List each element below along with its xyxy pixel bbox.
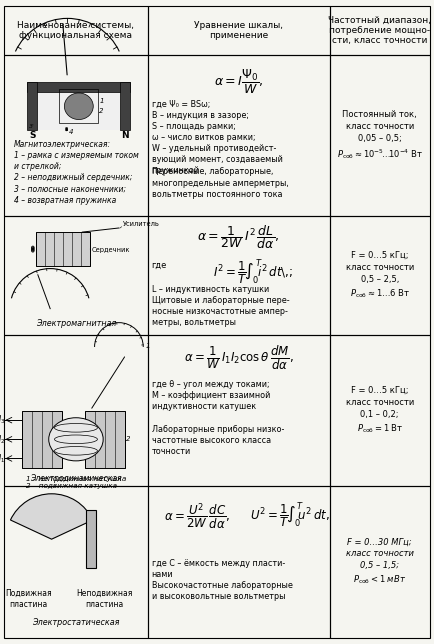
Bar (4, 335, 148, 486)
Text: Сердечник: Сердечник (91, 247, 130, 253)
Text: $\alpha = \dfrac{1}{W}\,I_1 I_2 \cos\theta\,\dfrac{dM}{d\alpha}$,: $\alpha = \dfrac{1}{W}\,I_1 I_2 \cos\the… (184, 344, 293, 372)
Bar (148, 335, 330, 486)
Text: Постоянный ток,
класс точности
0,05 – 0,5;
$P_{\mathrm{соб}} \approx 10^{-5}\!\l: Постоянный ток, класс точности 0,05 – 0,… (337, 110, 423, 160)
Text: Магнитоэлектрическая:
1 – рамка с измеряемым током
и стрелкой;
2 – неподвижный с: Магнитоэлектрическая: 1 – рамка с измеря… (13, 140, 138, 205)
Text: Наименование системы,
функциональная схема: Наименование системы, функциональная схе… (17, 21, 135, 41)
Text: Переносные, лабораторные,
многопредельные амперметры,
вольтметры постоянного ток: Переносные, лабораторные, многопредельны… (151, 167, 288, 198)
Bar (36, 232, 90, 266)
Bar (148, 216, 330, 335)
Text: где: где (151, 261, 167, 270)
Text: Неподвижная
пластина: Неподвижная пластина (76, 589, 133, 609)
Text: S: S (29, 131, 36, 140)
Text: 1 – неподвижная катушка
2 – подвижная катушка: 1 – неподвижная катушка 2 – подвижная ка… (26, 477, 126, 489)
Text: Усилитель: Усилитель (123, 221, 160, 227)
Text: $\alpha = \dfrac{U^2}{2W}\,\dfrac{dC}{d\alpha}$,: $\alpha = \dfrac{U^2}{2W}\,\dfrac{dC}{d\… (164, 501, 230, 532)
Text: 2: 2 (99, 108, 104, 115)
Bar (330, 486, 430, 638)
Bar (4, 486, 148, 638)
Text: $\alpha = \dfrac{1}{2W}\,I^2\,\dfrac{dL}{d\alpha}$,: $\alpha = \dfrac{1}{2W}\,I^2\,\dfrac{dL}… (197, 223, 280, 251)
Text: Электростатическая: Электростатическая (32, 618, 120, 627)
Text: 1: 1 (99, 98, 104, 104)
Bar (4, 6, 148, 55)
Text: 2: 2 (126, 436, 130, 442)
Bar (148, 55, 330, 216)
Text: $\alpha = I\dfrac{\Psi_0}{W}$,: $\alpha = I\dfrac{\Psi_0}{W}$, (214, 68, 263, 95)
Text: 4: 4 (69, 129, 73, 135)
Bar (330, 55, 430, 216)
Text: F = 0…30 МГц;
класс точности
0,5 – 1,5;
$P_{\mathrm{соб}} < 1$ мВт: F = 0…30 МГц; класс точности 0,5 – 1,5; … (346, 538, 414, 586)
Text: Подвижная
пластина: Подвижная пластина (5, 589, 52, 609)
Text: $I_2$: $I_2$ (0, 433, 5, 446)
Bar (330, 216, 430, 335)
Text: где Ψ₀ = BSω;
B – индукция в зазоре;
S – площадь рамки;
ω – число витков рамки;
: где Ψ₀ = BSω; B – индукция в зазоре; S –… (151, 100, 283, 175)
Text: где θ – угол между токами;
M – коэффициент взаимной
индуктивности катушек

Лабор: где θ – угол между токами; M – коэффицие… (151, 380, 284, 456)
Wedge shape (10, 494, 93, 539)
Bar (148, 486, 330, 638)
Text: $I_3$: $I_3$ (0, 414, 5, 426)
Ellipse shape (64, 93, 93, 120)
Text: где С – ёмкость между пласти-
нами
Высокочастотные лабораторные
и высоковольтные: где С – ёмкость между пласти- нами Высок… (151, 559, 293, 601)
Bar (22, 411, 62, 468)
Bar (330, 335, 430, 486)
Text: F = 0…5 кГц;
класс точности
0,1 – 0,2;
$P_{\mathrm{соб}} = 1$ Вт: F = 0…5 кГц; класс точности 0,1 – 0,2; $… (345, 386, 414, 435)
Text: Электромагнитная: Электромагнитная (36, 319, 116, 328)
Text: $I_1$: $I_1$ (0, 452, 5, 465)
Bar (4, 216, 148, 335)
Text: $U^2 = \dfrac{1}{T}\!\int_0^T\!\! u^2\,dt,$: $U^2 = \dfrac{1}{T}\!\int_0^T\!\! u^2\,d… (250, 501, 330, 531)
Text: Электродинамическая: Электродинамическая (30, 474, 122, 483)
Bar (120, 82, 130, 131)
Text: 1: 1 (146, 343, 150, 349)
Text: N: N (122, 131, 129, 140)
Bar (27, 82, 37, 131)
Text: $I^2 = \dfrac{1}{T}\!\int_0^{\,T}\!\! i^2\,dt$\,;: $I^2 = \dfrac{1}{T}\!\int_0^{\,T}\!\! i^… (213, 258, 293, 287)
Bar (148, 6, 330, 55)
Text: F = 0…5 кГц;
класс точности
0,5 – 2,5,
$P_{\mathrm{соб}} \approx 1\ldots 6$ Вт: F = 0…5 кГц; класс точности 0,5 – 2,5, $… (345, 251, 414, 299)
Text: Уравнение шкалы,
применение: Уравнение шкалы, применение (194, 21, 283, 41)
Text: 3': 3' (30, 124, 35, 129)
Bar (59, 90, 99, 123)
Bar (27, 82, 130, 92)
Bar (4, 55, 148, 216)
Bar (86, 511, 96, 568)
Text: L – индуктивность катушки
Щитовые и лабораторные пере-
носные низкочастотные амп: L – индуктивность катушки Щитовые и лабо… (151, 285, 289, 327)
Bar (330, 6, 430, 55)
Text: Частотный диапазон,
потребление мощно-
сти, класс точности: Частотный диапазон, потребление мощно- с… (328, 15, 431, 46)
Bar (85, 411, 125, 468)
Bar (37, 82, 120, 131)
Ellipse shape (49, 418, 103, 461)
